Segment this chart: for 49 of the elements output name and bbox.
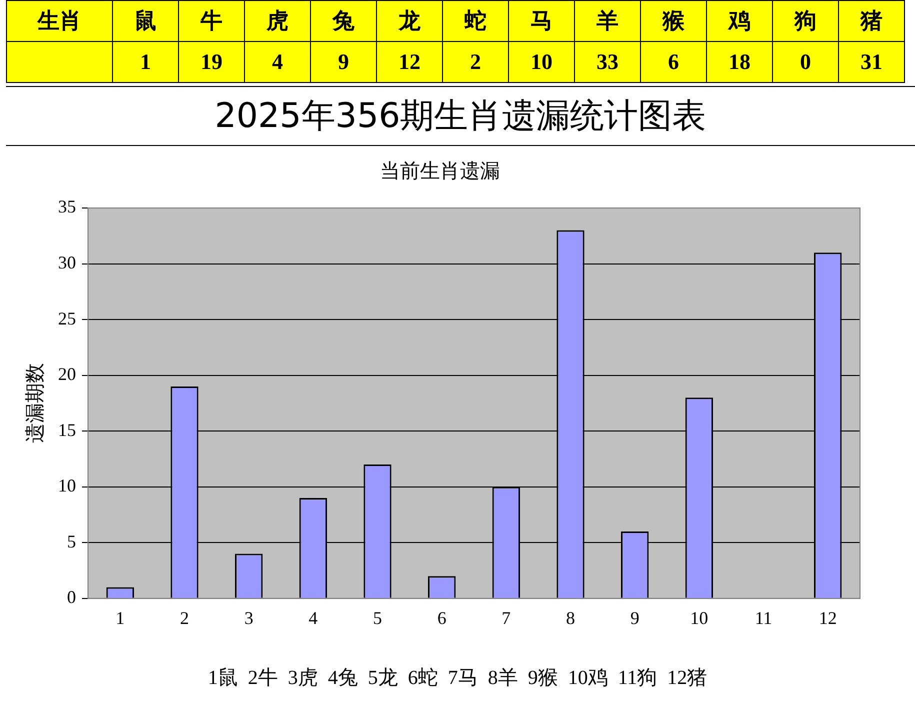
data-label: 2	[442, 42, 508, 82]
data-label: 0	[772, 42, 838, 82]
category-label: 虎	[244, 0, 310, 42]
chart-title: 2025年356期生肖遗漏统计图表	[6, 86, 915, 146]
text: 生肖	[6, 0, 112, 42]
category-label: 猴	[640, 0, 706, 42]
x-tick-label: 10	[690, 608, 708, 628]
text: 1鼠 2牛 3虎 4兔 5龙 6蛇 7马 8羊 9猴 10鸡 11狗 12猪	[206, 666, 708, 691]
x-tick-label: 1	[116, 608, 125, 628]
category-label: 兔	[310, 0, 376, 42]
category-label: 蛇	[442, 0, 508, 42]
x-tick-label: 4	[308, 608, 318, 628]
y-tick-label: 30	[58, 252, 76, 273]
y-tick-label: 35	[58, 196, 76, 217]
data-label: 19	[178, 42, 244, 82]
x-tick-label: 9	[630, 608, 640, 628]
category-label: 牛	[178, 0, 244, 42]
data-label: 4	[244, 42, 310, 82]
category-label: 鼠	[112, 0, 178, 42]
category-label: 鸡	[706, 0, 772, 42]
category-label: 狗	[772, 0, 838, 42]
data-label: 12	[376, 42, 442, 82]
x-tick-label: 5	[373, 608, 382, 628]
category-label: 马	[508, 0, 574, 42]
x-tick-label: 11	[754, 608, 772, 628]
y-tick-label: 0	[67, 587, 76, 608]
category-label: 羊	[574, 0, 640, 42]
data-label: 9	[310, 42, 376, 82]
chart-subtitle: 当前生肖遗漏	[380, 160, 500, 182]
category-label: 龙	[376, 0, 442, 42]
y-tick-label: 15	[58, 420, 76, 440]
x-tick-label: 12	[818, 608, 837, 628]
data-label: 33	[574, 42, 640, 82]
data-label: 31	[838, 42, 904, 82]
x-tick-label: 2	[180, 608, 189, 628]
data-label: 18	[706, 42, 772, 82]
y-tick-label: 25	[58, 308, 76, 328]
data-label: 6	[640, 42, 706, 82]
y-tick-label: 20	[58, 364, 76, 384]
data-label: 1	[112, 42, 178, 82]
x-tick-label: 6	[437, 608, 446, 628]
y-axis-title: 遗漏期数	[24, 363, 46, 444]
x-tick-label: 8	[566, 608, 575, 628]
x-tick-label: 7	[502, 608, 511, 628]
data-label: 10	[508, 42, 574, 82]
y-tick-label: 10	[58, 476, 76, 496]
category-label: 猪	[838, 0, 904, 42]
x-tick-label: 3	[244, 608, 254, 628]
y-tick-label: 5	[67, 531, 76, 552]
